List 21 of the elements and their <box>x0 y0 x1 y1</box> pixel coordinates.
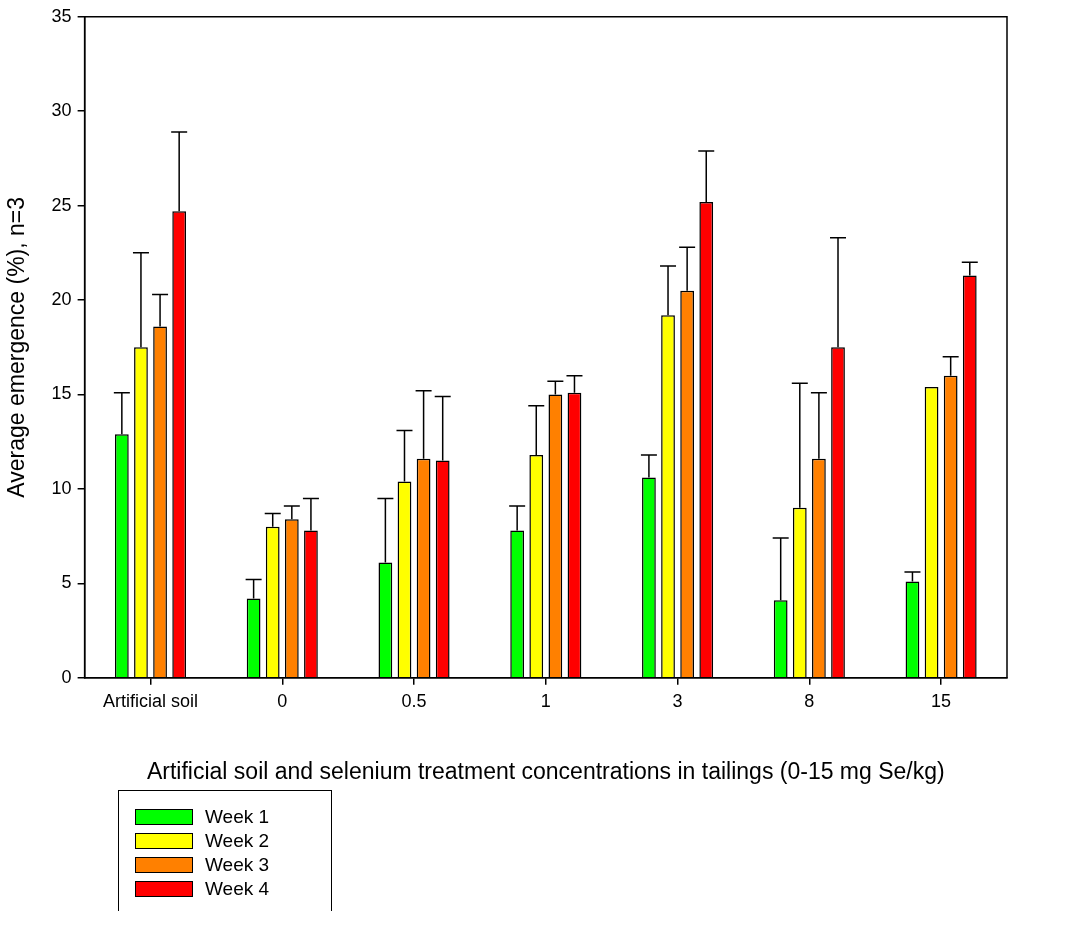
y-tick-label: 35 <box>51 5 72 26</box>
y-tick-label: 25 <box>51 194 72 215</box>
x-tick-label: Artificial soil <box>102 690 199 711</box>
x-tick-label: 0 <box>277 690 288 711</box>
y-tick-label: 10 <box>51 477 72 498</box>
x-tick-label: 0.5 <box>401 690 427 711</box>
y-tick-label: 15 <box>51 383 72 404</box>
y-tick-label: 20 <box>51 289 72 310</box>
y-tick-label: 30 <box>51 100 72 121</box>
legend-label: Week 4 <box>205 878 270 900</box>
legend-label: Week 1 <box>205 806 270 828</box>
x-tick-label: 3 <box>672 690 683 711</box>
legend-label: Week 3 <box>205 854 270 876</box>
x-tick-label: 1 <box>540 690 551 711</box>
y-axis-title: Average emergence (%), n=3 <box>3 196 30 498</box>
y-tick-label: 0 <box>61 666 72 687</box>
legend-label: Week 2 <box>205 830 270 852</box>
x-tick-label: 8 <box>804 690 815 711</box>
y-tick-label: 5 <box>61 572 72 593</box>
x-tick-label: 15 <box>931 690 952 711</box>
x-axis-title: Artificial soil and selenium treatment concentrations in tailings (0-15 mg Se/kg) <box>146 757 945 784</box>
